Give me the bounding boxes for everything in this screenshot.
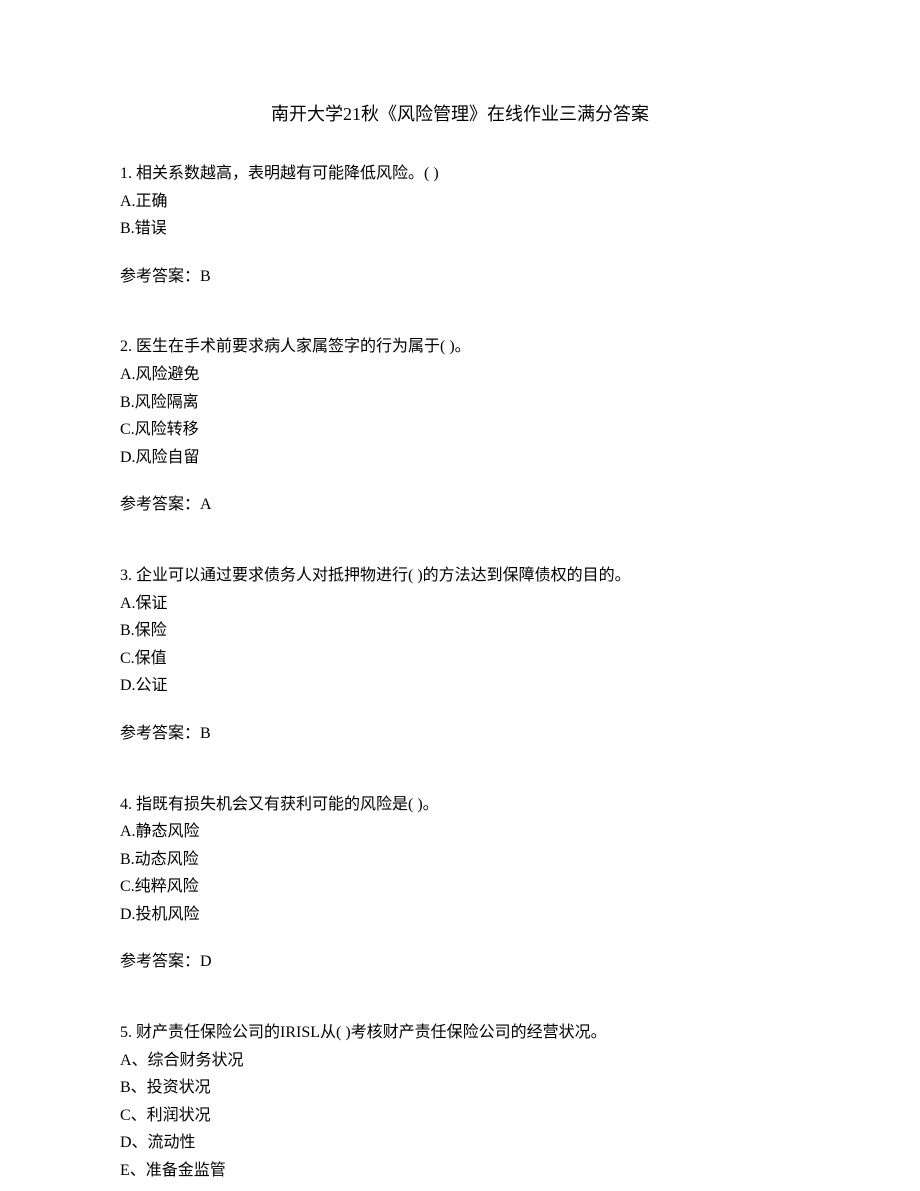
option-d: D.风险自留 — [120, 445, 800, 471]
question-5: 5. 财产责任保险公司的IRISL从( )考核财产责任保险公司的经营状况。 A、… — [120, 1020, 800, 1184]
option-a: A.风险避免 — [120, 362, 800, 388]
question-content: 相关系数越高，表明越有可能降低风险。( ) — [136, 165, 439, 182]
option-b: B.风险隔离 — [120, 390, 800, 416]
question-text: 1. 相关系数越高，表明越有可能降低风险。( ) — [120, 161, 800, 187]
document-title: 南开大学21秋《风险管理》在线作业三满分答案 — [120, 100, 800, 126]
question-text: 2. 医生在手术前要求病人家属签字的行为属于( )。 — [120, 334, 800, 360]
answer: 参考答案：D — [120, 949, 800, 975]
question-text: 3. 企业可以通过要求债务人对抵押物进行( )的方法达到保障债权的目的。 — [120, 563, 800, 589]
question-2: 2. 医生在手术前要求病人家属签字的行为属于( )。 A.风险避免 B.风险隔离… — [120, 334, 800, 518]
option-e: E、准备金监管 — [120, 1158, 800, 1184]
answer: 参考答案：B — [120, 721, 800, 747]
question-1: 1. 相关系数越高，表明越有可能降低风险。( ) A.正确 B.错误 参考答案：… — [120, 161, 800, 289]
option-a: A.静态风险 — [120, 819, 800, 845]
question-3: 3. 企业可以通过要求债务人对抵押物进行( )的方法达到保障债权的目的。 A.保… — [120, 563, 800, 747]
option-c: C.保值 — [120, 646, 800, 672]
question-content: 财产责任保险公司的IRISL从( )考核财产责任保险公司的经营状况。 — [136, 1024, 607, 1041]
question-number: 1. — [120, 165, 132, 182]
option-c: C、利润状况 — [120, 1103, 800, 1129]
question-content: 企业可以通过要求债务人对抵押物进行( )的方法达到保障债权的目的。 — [136, 567, 631, 584]
option-a: A.正确 — [120, 189, 800, 215]
question-number: 4. — [120, 796, 132, 813]
question-4: 4. 指既有损失机会又有获利可能的风险是( )。 A.静态风险 B.动态风险 C… — [120, 792, 800, 976]
option-b: B.错误 — [120, 216, 800, 242]
option-d: D.投机风险 — [120, 902, 800, 928]
option-c: C.纯粹风险 — [120, 874, 800, 900]
option-a: A、综合财务状况 — [120, 1048, 800, 1074]
option-b: B、投资状况 — [120, 1075, 800, 1101]
answer: 参考答案：A — [120, 492, 800, 518]
option-d: D.公证 — [120, 673, 800, 699]
question-text: 4. 指既有损失机会又有获利可能的风险是( )。 — [120, 792, 800, 818]
option-d: D、流动性 — [120, 1130, 800, 1156]
answer: 参考答案：B — [120, 264, 800, 290]
option-a: A.保证 — [120, 591, 800, 617]
question-number: 5. — [120, 1024, 132, 1041]
question-number: 2. — [120, 338, 132, 355]
question-number: 3. — [120, 567, 132, 584]
question-text: 5. 财产责任保险公司的IRISL从( )考核财产责任保险公司的经营状况。 — [120, 1020, 800, 1046]
option-b: B.动态风险 — [120, 847, 800, 873]
question-content: 指既有损失机会又有获利可能的风险是( )。 — [136, 796, 439, 813]
option-b: B.保险 — [120, 618, 800, 644]
option-c: C.风险转移 — [120, 417, 800, 443]
question-content: 医生在手术前要求病人家属签字的行为属于( )。 — [136, 338, 471, 355]
